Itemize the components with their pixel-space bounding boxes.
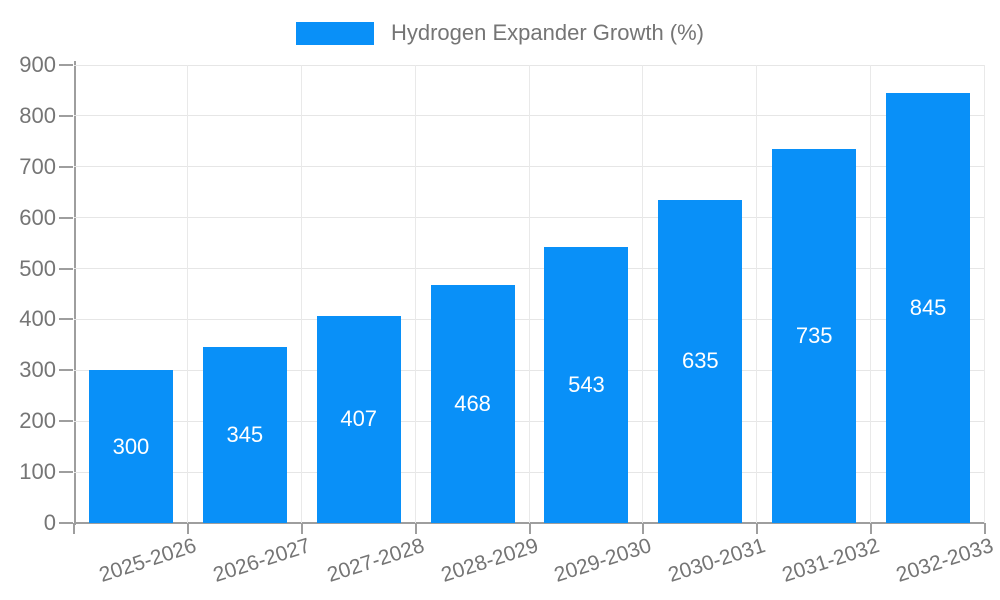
v-gridline xyxy=(984,65,985,523)
h-gridline xyxy=(74,166,985,168)
bar-value-label: 345 xyxy=(226,422,264,448)
bar-2026-2027[interactable]: 345 xyxy=(202,347,287,523)
h-gridline xyxy=(74,420,985,422)
bar-2027-2028[interactable]: 407 xyxy=(316,315,401,523)
v-gridline xyxy=(528,65,530,523)
legend-color-swatch xyxy=(295,21,374,45)
bar-2025-2026[interactable]: 300 xyxy=(88,370,173,523)
x-axis-tick xyxy=(186,523,189,534)
legend-item[interactable]: Hydrogen Expander Growth (%) xyxy=(295,20,705,46)
v-gridline xyxy=(870,65,872,523)
bar-value-label: 407 xyxy=(340,406,378,432)
x-axis-tick xyxy=(300,523,303,534)
legend-series-label: Hydrogen Expander Growth (%) xyxy=(390,20,705,45)
h-gridline xyxy=(74,268,985,270)
x-axis-tick xyxy=(642,523,645,534)
x-axis-tick xyxy=(984,523,986,534)
y-axis-tick xyxy=(59,64,73,66)
bar-value-label: 300 xyxy=(112,433,150,459)
y-axis-tick xyxy=(59,420,73,423)
h-gridline xyxy=(74,64,985,66)
x-axis-tick xyxy=(870,523,873,534)
h-gridline xyxy=(74,217,985,219)
x-axis-tick xyxy=(528,523,531,534)
v-gridline xyxy=(414,65,416,523)
y-axis-tick-label: 0 xyxy=(43,510,56,535)
y-axis-tick xyxy=(59,165,73,168)
bar-value-label: 468 xyxy=(454,390,491,416)
v-gridline xyxy=(300,65,302,523)
h-gridline xyxy=(74,318,985,320)
bar-value-label: 735 xyxy=(795,322,833,348)
y-axis-tick xyxy=(59,522,73,524)
bar-2028-2029[interactable]: 468 xyxy=(430,284,515,523)
y-axis-tick xyxy=(59,267,73,270)
y-axis-line xyxy=(74,61,76,525)
y-axis-tick-label: 800 xyxy=(19,102,56,128)
h-gridline xyxy=(74,471,985,473)
bar-value-label: 635 xyxy=(681,348,719,374)
v-gridline xyxy=(186,65,188,523)
bar-value-label: 543 xyxy=(568,371,605,397)
legend: Hydrogen Expander Growth (%) xyxy=(0,20,1000,46)
y-axis-tick xyxy=(59,216,73,219)
bar-2030-2031[interactable]: 635 xyxy=(658,199,743,523)
y-axis-tick-label: 600 xyxy=(19,204,56,230)
y-axis-tick-label: 200 xyxy=(19,408,56,434)
bar-2031-2032[interactable]: 735 xyxy=(772,148,857,523)
plot-area: 300 345 407 468 543 635 735 845 xyxy=(74,61,985,525)
bar-2032-2033[interactable]: 845 xyxy=(886,93,971,523)
x-axis-tick xyxy=(756,523,759,534)
y-axis-tick-label: 900 xyxy=(19,52,56,77)
bar-2029-2030[interactable]: 543 xyxy=(544,246,629,523)
v-gridline xyxy=(756,65,758,523)
y-axis-tick-label: 700 xyxy=(19,153,56,179)
x-axis-tick xyxy=(414,523,417,534)
x-axis-tick xyxy=(73,523,75,534)
bar-value-label: 845 xyxy=(909,295,947,320)
y-axis-tick xyxy=(59,318,73,321)
y-axis-tick-label: 500 xyxy=(19,255,56,281)
v-gridline xyxy=(642,65,644,523)
y-axis-tick-label: 300 xyxy=(19,357,56,383)
y-axis-tick xyxy=(59,369,73,372)
y-axis-tick xyxy=(59,114,73,117)
y-axis-tick-label: 400 xyxy=(19,306,56,332)
y-axis-tick xyxy=(59,471,73,474)
h-gridline xyxy=(74,115,985,117)
y-axis-tick-label: 100 xyxy=(19,459,56,485)
h-gridline xyxy=(74,369,985,371)
